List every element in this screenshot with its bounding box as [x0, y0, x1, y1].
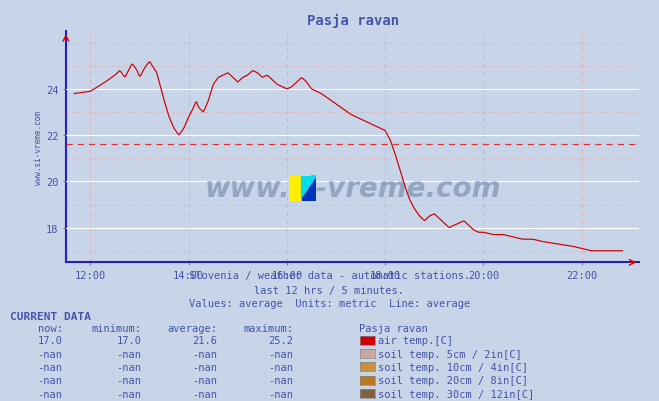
- Text: 25.2: 25.2: [268, 336, 293, 346]
- Text: CURRENT DATA: CURRENT DATA: [10, 311, 91, 321]
- Text: -nan: -nan: [268, 362, 293, 372]
- Text: -nan: -nan: [192, 349, 217, 359]
- Text: -nan: -nan: [268, 375, 293, 385]
- Text: Pasja ravan: Pasja ravan: [359, 323, 428, 333]
- Text: last 12 hrs / 5 minutes.: last 12 hrs / 5 minutes.: [254, 286, 405, 296]
- Text: -nan: -nan: [38, 389, 63, 399]
- Text: soil temp. 5cm / 2in[C]: soil temp. 5cm / 2in[C]: [378, 349, 521, 359]
- Polygon shape: [302, 176, 316, 198]
- Text: -nan: -nan: [192, 362, 217, 372]
- Text: minimum:: minimum:: [92, 323, 142, 333]
- Text: -nan: -nan: [117, 389, 142, 399]
- Text: 17.0: 17.0: [38, 336, 63, 346]
- Text: -nan: -nan: [117, 375, 142, 385]
- Text: -nan: -nan: [268, 389, 293, 399]
- Text: -nan: -nan: [192, 389, 217, 399]
- Text: soil temp. 20cm / 8in[C]: soil temp. 20cm / 8in[C]: [378, 375, 528, 385]
- Title: Pasja ravan: Pasja ravan: [306, 14, 399, 28]
- Polygon shape: [302, 176, 316, 202]
- Text: 17.0: 17.0: [117, 336, 142, 346]
- Text: Values: average  Units: metric  Line: average: Values: average Units: metric Line: aver…: [189, 299, 470, 309]
- Text: Slovenia / weather data - automatic stations.: Slovenia / weather data - automatic stat…: [189, 271, 470, 281]
- Text: -nan: -nan: [268, 349, 293, 359]
- Text: -nan: -nan: [117, 349, 142, 359]
- Polygon shape: [289, 176, 302, 202]
- Text: -nan: -nan: [38, 349, 63, 359]
- Text: www.si-vreme.com: www.si-vreme.com: [204, 175, 501, 203]
- Text: air temp.[C]: air temp.[C]: [378, 336, 453, 346]
- Text: average:: average:: [167, 323, 217, 333]
- Text: -nan: -nan: [192, 375, 217, 385]
- Text: -nan: -nan: [38, 362, 63, 372]
- Text: 21.6: 21.6: [192, 336, 217, 346]
- Y-axis label: www.si-vreme.com: www.si-vreme.com: [34, 110, 43, 184]
- Text: soil temp. 30cm / 12in[C]: soil temp. 30cm / 12in[C]: [378, 389, 534, 399]
- Text: maximum:: maximum:: [243, 323, 293, 333]
- Text: soil temp. 10cm / 4in[C]: soil temp. 10cm / 4in[C]: [378, 362, 528, 372]
- Text: -nan: -nan: [38, 375, 63, 385]
- Text: -nan: -nan: [117, 362, 142, 372]
- Text: now:: now:: [38, 323, 63, 333]
